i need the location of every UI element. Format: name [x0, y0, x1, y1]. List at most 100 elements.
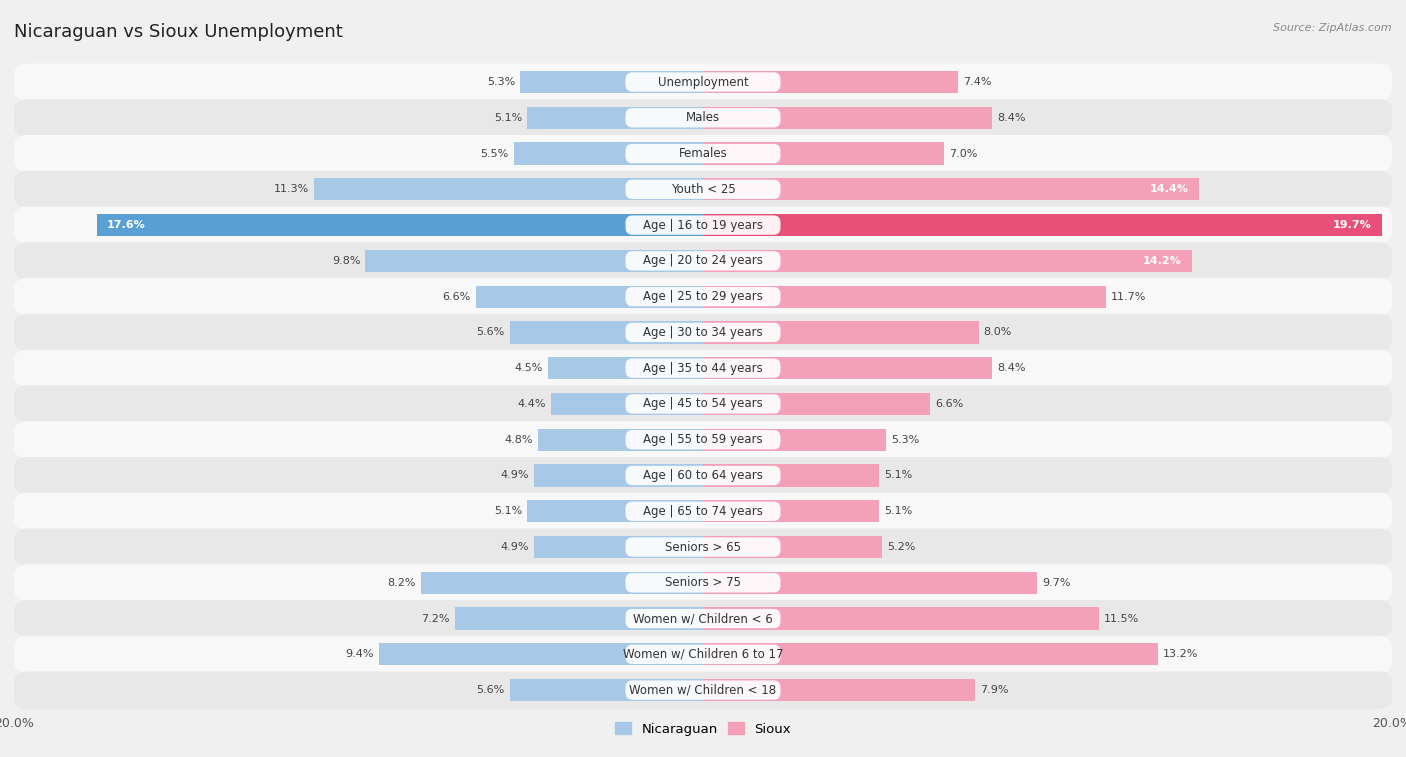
- Bar: [703, 679, 976, 701]
- Bar: [366, 250, 703, 272]
- Text: 9.8%: 9.8%: [332, 256, 360, 266]
- Text: 6.6%: 6.6%: [443, 291, 471, 301]
- FancyBboxPatch shape: [626, 394, 780, 413]
- Bar: [380, 643, 703, 665]
- Bar: [551, 393, 703, 415]
- Bar: [703, 428, 886, 451]
- FancyBboxPatch shape: [626, 73, 780, 92]
- Text: Nicaraguan vs Sioux Unemployment: Nicaraguan vs Sioux Unemployment: [14, 23, 343, 41]
- Text: 13.2%: 13.2%: [1163, 650, 1198, 659]
- Text: 8.4%: 8.4%: [997, 363, 1026, 373]
- Bar: [703, 607, 1099, 630]
- Text: Age | 55 to 59 years: Age | 55 to 59 years: [643, 433, 763, 446]
- FancyBboxPatch shape: [14, 457, 1392, 494]
- FancyBboxPatch shape: [14, 314, 1392, 351]
- FancyBboxPatch shape: [14, 528, 1392, 565]
- Text: 5.3%: 5.3%: [891, 435, 920, 444]
- Bar: [534, 464, 703, 487]
- FancyBboxPatch shape: [14, 64, 1392, 101]
- FancyBboxPatch shape: [14, 421, 1392, 458]
- Text: 4.9%: 4.9%: [501, 542, 529, 552]
- Bar: [420, 572, 703, 594]
- FancyBboxPatch shape: [14, 600, 1392, 637]
- Text: 5.5%: 5.5%: [479, 148, 509, 158]
- Text: Women w/ Children < 18: Women w/ Children < 18: [630, 684, 776, 696]
- FancyBboxPatch shape: [14, 385, 1392, 422]
- Text: Age | 20 to 24 years: Age | 20 to 24 years: [643, 254, 763, 267]
- Text: Age | 65 to 74 years: Age | 65 to 74 years: [643, 505, 763, 518]
- Text: Age | 45 to 54 years: Age | 45 to 54 years: [643, 397, 763, 410]
- Text: 6.6%: 6.6%: [935, 399, 963, 409]
- Text: Age | 60 to 64 years: Age | 60 to 64 years: [643, 469, 763, 482]
- FancyBboxPatch shape: [626, 251, 780, 270]
- Text: Age | 35 to 44 years: Age | 35 to 44 years: [643, 362, 763, 375]
- Bar: [703, 142, 945, 165]
- Bar: [703, 178, 1199, 201]
- Text: Source: ZipAtlas.com: Source: ZipAtlas.com: [1274, 23, 1392, 33]
- Bar: [548, 357, 703, 379]
- Text: Females: Females: [679, 147, 727, 160]
- Text: 11.3%: 11.3%: [273, 185, 308, 195]
- Text: Age | 30 to 34 years: Age | 30 to 34 years: [643, 326, 763, 339]
- Bar: [703, 357, 993, 379]
- Text: 5.3%: 5.3%: [486, 77, 515, 87]
- Bar: [513, 142, 703, 165]
- Text: 11.5%: 11.5%: [1104, 614, 1139, 624]
- FancyBboxPatch shape: [14, 493, 1392, 530]
- Text: Women w/ Children < 6: Women w/ Children < 6: [633, 612, 773, 625]
- Text: 5.6%: 5.6%: [477, 685, 505, 695]
- Text: 14.2%: 14.2%: [1143, 256, 1182, 266]
- Bar: [510, 321, 703, 344]
- Bar: [510, 679, 703, 701]
- Text: 19.7%: 19.7%: [1333, 220, 1371, 230]
- Text: 7.2%: 7.2%: [422, 614, 450, 624]
- Text: 5.1%: 5.1%: [494, 113, 522, 123]
- Text: Males: Males: [686, 111, 720, 124]
- Text: 5.2%: 5.2%: [887, 542, 915, 552]
- FancyBboxPatch shape: [626, 430, 780, 450]
- FancyBboxPatch shape: [14, 278, 1392, 315]
- Text: Unemployment: Unemployment: [658, 76, 748, 89]
- Text: 7.0%: 7.0%: [949, 148, 977, 158]
- Text: Seniors > 75: Seniors > 75: [665, 576, 741, 589]
- FancyBboxPatch shape: [626, 609, 780, 628]
- Bar: [703, 643, 1157, 665]
- Text: 4.5%: 4.5%: [515, 363, 543, 373]
- FancyBboxPatch shape: [626, 322, 780, 342]
- Text: Seniors > 65: Seniors > 65: [665, 540, 741, 553]
- Bar: [703, 107, 993, 129]
- Text: 7.4%: 7.4%: [963, 77, 991, 87]
- Text: Youth < 25: Youth < 25: [671, 183, 735, 196]
- FancyBboxPatch shape: [626, 287, 780, 307]
- Text: Women w/ Children 6 to 17: Women w/ Children 6 to 17: [623, 648, 783, 661]
- Text: Age | 25 to 29 years: Age | 25 to 29 years: [643, 290, 763, 303]
- Text: 8.4%: 8.4%: [997, 113, 1026, 123]
- Text: 5.1%: 5.1%: [494, 506, 522, 516]
- FancyBboxPatch shape: [626, 466, 780, 485]
- Bar: [475, 285, 703, 308]
- Text: 4.4%: 4.4%: [517, 399, 547, 409]
- FancyBboxPatch shape: [626, 681, 780, 699]
- Bar: [703, 500, 879, 522]
- Bar: [703, 393, 931, 415]
- FancyBboxPatch shape: [626, 144, 780, 164]
- FancyBboxPatch shape: [14, 99, 1392, 136]
- Legend: Nicaraguan, Sioux: Nicaraguan, Sioux: [610, 717, 796, 741]
- FancyBboxPatch shape: [14, 636, 1392, 673]
- Bar: [97, 214, 703, 236]
- Bar: [703, 572, 1038, 594]
- FancyBboxPatch shape: [14, 671, 1392, 709]
- Bar: [527, 107, 703, 129]
- Bar: [534, 536, 703, 558]
- FancyBboxPatch shape: [626, 179, 780, 199]
- Bar: [520, 71, 703, 93]
- Text: Age | 16 to 19 years: Age | 16 to 19 years: [643, 219, 763, 232]
- Text: 7.9%: 7.9%: [980, 685, 1008, 695]
- Text: 17.6%: 17.6%: [107, 220, 146, 230]
- FancyBboxPatch shape: [14, 171, 1392, 208]
- FancyBboxPatch shape: [626, 573, 780, 593]
- Bar: [703, 214, 1382, 236]
- Text: 8.0%: 8.0%: [984, 328, 1012, 338]
- FancyBboxPatch shape: [626, 108, 780, 127]
- FancyBboxPatch shape: [14, 135, 1392, 172]
